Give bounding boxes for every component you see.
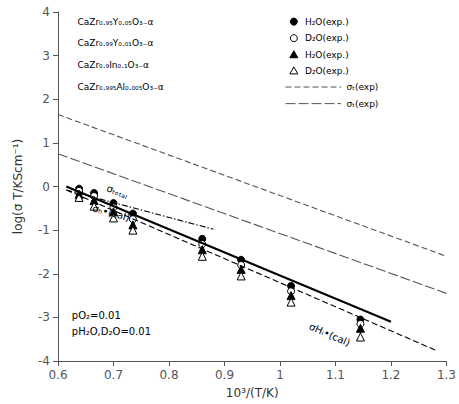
svg-text:0.8: 0.8 [159, 368, 178, 382]
svg-text:4: 4 [42, 5, 50, 19]
svg-text:10³/(T/K): 10³/(T/K) [226, 386, 279, 400]
svg-text:σHᵢ•(cal): σHᵢ•(cal) [308, 321, 353, 349]
svg-text:H₂O(exp.): H₂O(exp.) [305, 17, 349, 27]
svg-text:D₂O(exp.): D₂O(exp.) [305, 66, 349, 76]
svg-text:CaZr₀.₉₅Y₀.₀₅O₃₋α: CaZr₀.₉₅Y₀.₀₅O₃₋α [77, 17, 153, 27]
svg-text:D₂O(exp.): D₂O(exp.) [305, 33, 349, 43]
svg-text:CaZr₀.₉In₀.₁O₃₋α: CaZr₀.₉In₀.₁O₃₋α [77, 60, 149, 70]
svg-text:σₜ(exp): σₜ(exp) [347, 82, 379, 92]
svg-text:2: 2 [42, 92, 50, 106]
svg-text:CaZr₀.₉₉Y₀.₀₁O₃₋α: CaZr₀.₉₉Y₀.₀₁O₃₋α [77, 38, 153, 48]
svg-text:-4: -4 [38, 354, 50, 368]
svg-text:-2: -2 [38, 267, 50, 281]
svg-text:1.3: 1.3 [437, 368, 456, 382]
svg-text:0.6: 0.6 [48, 368, 67, 382]
svg-text:0.7: 0.7 [104, 368, 123, 382]
svg-text:pO₂=0.01: pO₂=0.01 [72, 310, 121, 321]
svg-text:log(σ T/KScm⁻¹): log(σ T/KScm⁻¹) [11, 139, 25, 234]
svg-text:3: 3 [42, 49, 50, 63]
svg-text:σₜ(exp): σₜ(exp) [347, 99, 379, 109]
svg-text:1: 1 [276, 368, 284, 382]
svg-text:0.9: 0.9 [215, 368, 234, 382]
svg-text:CaZr₀.₉₉₅Al₀.₀₀₅O₃₋α: CaZr₀.₉₉₅Al₀.₀₀₅O₃₋α [77, 82, 163, 92]
svg-text:1.1: 1.1 [326, 368, 345, 382]
svg-text:σₜₒₜₐₗ: σₜₒₜₐₗ [105, 182, 130, 201]
svg-text:pH₂O,D₂O=0.01: pH₂O,D₂O=0.01 [72, 326, 151, 337]
svg-text:H₂O(exp.): H₂O(exp.) [305, 50, 349, 60]
svg-text:-1: -1 [38, 223, 50, 237]
svg-text:0: 0 [42, 180, 50, 194]
svg-text:1.2: 1.2 [381, 368, 400, 382]
svg-text:σₕ•(cal): σₕ•(cal) [91, 203, 131, 224]
svg-text:-3: -3 [38, 310, 50, 324]
svg-text:1: 1 [42, 136, 50, 150]
